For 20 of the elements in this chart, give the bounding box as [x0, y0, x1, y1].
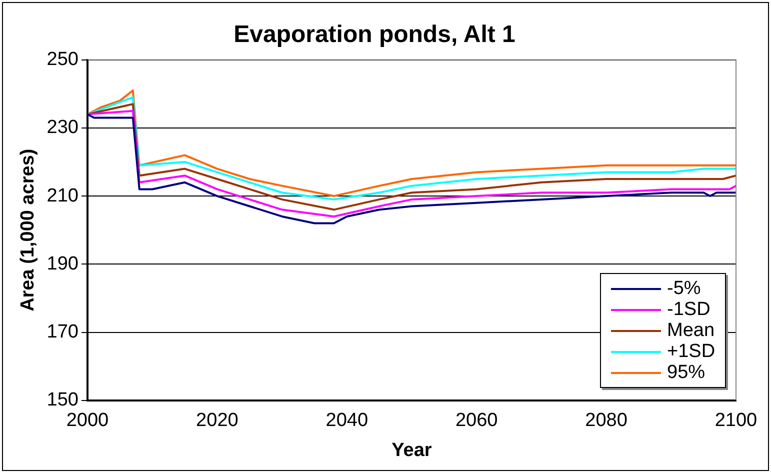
- chart-title: Evaporation ponds, Alt 1: [234, 21, 516, 48]
- legend-label: +1SD: [667, 340, 716, 363]
- y-tick-label: 230: [46, 117, 78, 138]
- x-tick-label: 2080: [585, 410, 628, 432]
- y-tick-label: 170: [46, 322, 78, 343]
- y-tick-label: 210: [46, 185, 78, 206]
- legend-label: 95%: [667, 362, 706, 384]
- legend-label: Mean: [667, 320, 715, 342]
- x-tick-label: 2100: [714, 410, 758, 432]
- legend-label: -1SD: [667, 298, 710, 321]
- x-axis-title: Year: [392, 440, 432, 461]
- x-tick-label: 2000: [66, 410, 109, 432]
- legend-label: -5%: [667, 278, 701, 300]
- y-tick-label: 150: [46, 390, 78, 411]
- x-tick-label: 2060: [455, 410, 498, 432]
- y-tick-label: 250: [46, 49, 78, 70]
- x-tick-label: 2040: [326, 410, 368, 432]
- x-tick-label: 2020: [196, 410, 238, 432]
- y-axis-title: Area (1,000 acres): [18, 148, 39, 312]
- y-tick-label: 190: [46, 253, 78, 274]
